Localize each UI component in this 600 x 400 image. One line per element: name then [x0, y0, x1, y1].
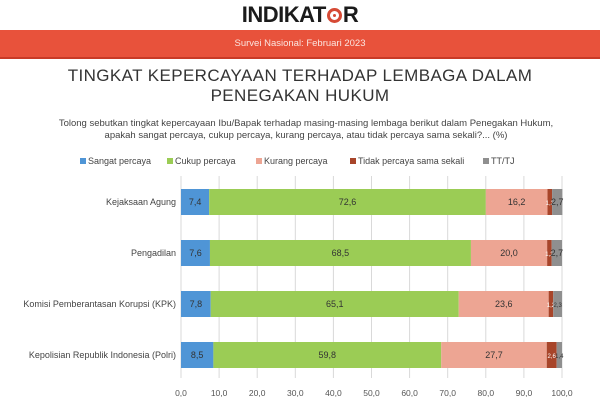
bar-segment	[213, 342, 442, 368]
legend-swatch	[256, 158, 262, 164]
x-tick-label: 50,0	[363, 388, 380, 398]
x-tick-label: 60,0	[401, 388, 418, 398]
data-label: 59,8	[319, 350, 337, 360]
x-tick-label: 20,0	[249, 388, 266, 398]
data-label: 2,3	[553, 303, 562, 309]
indikator-logo: INDIKAT R	[0, 1, 600, 29]
bar-segment	[547, 240, 552, 266]
data-label: 7,6	[189, 248, 202, 258]
x-tick-label: 10,0	[211, 388, 228, 398]
bar-segment	[551, 240, 562, 266]
x-tick-label: 80,0	[478, 388, 495, 398]
legend-label: Cukup percaya	[175, 156, 236, 166]
category-label: Kepolisian Republik Indonesia (Polri)	[29, 350, 176, 360]
bar-segment	[470, 240, 548, 266]
bar-segment	[209, 240, 471, 266]
bar-segment	[458, 291, 549, 317]
data-label: 1,2	[545, 252, 554, 258]
x-tick-label: 30,0	[287, 388, 304, 398]
data-label: 16,2	[508, 197, 526, 207]
bar-segment	[181, 189, 210, 215]
bar-segment	[181, 240, 210, 266]
legend-swatch	[483, 158, 489, 164]
bar-segment	[553, 291, 562, 317]
legend-label: Sangat percaya	[88, 156, 151, 166]
survey-banner: Survei Nasional: Februari 2023	[0, 30, 600, 59]
bar-segment	[181, 342, 214, 368]
data-label: 2,7	[551, 248, 564, 258]
category-label: Komisi Pemberantasan Korupsi (KPK)	[23, 299, 176, 309]
legend-swatch	[167, 158, 173, 164]
chart-title: TINGKAT KEPERCAYAAN TERHADAP LEMBAGA DAL…	[67, 66, 533, 105]
legend-label: TT/TJ	[491, 156, 515, 166]
bar-segment	[485, 189, 548, 215]
bar-segment	[548, 291, 554, 317]
x-tick-label: 100,0	[551, 388, 573, 398]
banner-text: Survei Nasional: Februari 2023	[234, 38, 366, 49]
bar-segment	[181, 291, 211, 317]
data-label: 65,1	[326, 299, 344, 309]
bar-segment	[547, 189, 553, 215]
logo-text-start: INDIKAT	[241, 2, 327, 27]
x-tick-label: 70,0	[439, 388, 456, 398]
data-label: 72,6	[339, 197, 357, 207]
bar-segment	[552, 189, 563, 215]
data-label: 1,2	[547, 303, 556, 309]
data-label: 68,5	[332, 248, 350, 258]
data-label: 23,6	[495, 299, 513, 309]
legend-label: Kurang percaya	[264, 156, 328, 166]
data-label: 2,6	[548, 354, 557, 360]
category-label: Pengadilan	[131, 248, 176, 258]
data-label: 2,7	[551, 197, 564, 207]
bar-segment	[441, 342, 547, 368]
data-label: 1,2	[546, 201, 555, 207]
x-tick-label: 0,0	[175, 388, 187, 398]
bar-segment	[546, 342, 557, 368]
data-label: 7,8	[190, 299, 203, 309]
legend-swatch	[80, 158, 86, 164]
x-tick-label: 90,0	[516, 388, 533, 398]
legend-swatch	[350, 158, 356, 164]
logo-text-end: R	[342, 2, 359, 27]
data-label: 27,7	[485, 350, 503, 360]
legend-label: Tidak percaya sama sekali	[358, 156, 464, 166]
survey-question: Tolong sebutkan tingkat kepercayaan Ibu/…	[58, 118, 554, 141]
bar-segment	[209, 189, 486, 215]
x-tick-label: 40,0	[325, 388, 342, 398]
logo-area: INDIKAT R	[0, 0, 600, 30]
bar-segment	[210, 291, 459, 317]
logo-ring-icon	[326, 8, 342, 23]
bar-segment	[556, 342, 562, 368]
data-label: 7,4	[189, 197, 202, 207]
data-label: 1,4	[555, 354, 564, 360]
data-label: 8,5	[191, 350, 204, 360]
data-label: 20,0	[500, 248, 518, 258]
category-label: Kejaksaan Agung	[106, 197, 176, 207]
